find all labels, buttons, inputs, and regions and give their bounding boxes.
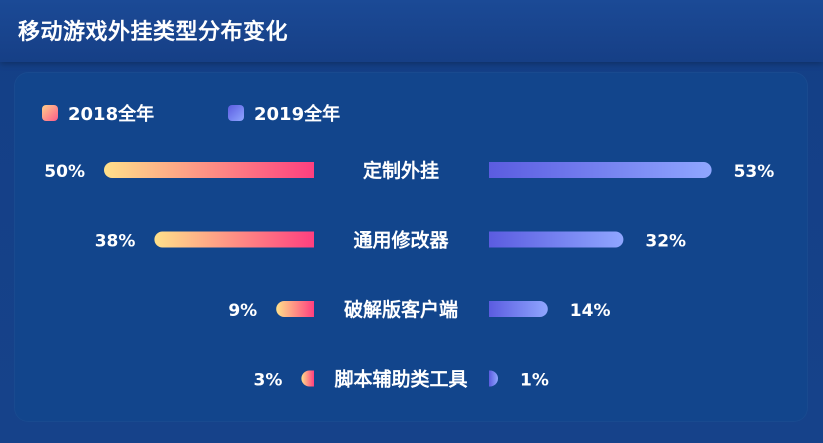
data-label-2018: 38%: [95, 232, 136, 252]
title-bar: [0, 0, 823, 62]
category-label: 脚本辅助类工具: [334, 368, 467, 391]
legend-item-2019[interactable]: 2019全年: [228, 101, 340, 125]
data-label-2019: 32%: [645, 232, 686, 252]
category-label: 定制外挂: [363, 159, 439, 182]
bar-2018[interactable]: [276, 301, 314, 317]
legend-item-2018[interactable]: 2018全年: [42, 101, 154, 125]
legend-label-2019: 2019全年: [254, 104, 341, 125]
legend-swatch-2018: [42, 105, 58, 121]
bar-2019[interactable]: [489, 162, 712, 178]
category-label: 破解版客户端: [344, 298, 458, 321]
legend-label-2018: 2018全年: [68, 104, 155, 125]
bar-2019[interactable]: [489, 370, 498, 387]
chart-panel: [14, 72, 808, 422]
data-label-2019: 1%: [520, 371, 549, 391]
data-label-2018: 9%: [228, 301, 257, 321]
bar-2019[interactable]: [489, 231, 624, 248]
bar-2018[interactable]: [301, 370, 314, 387]
bar-2018[interactable]: [154, 231, 314, 248]
data-label-2019: 53%: [734, 162, 775, 182]
category-label: 通用修改器: [353, 229, 449, 252]
page-title: 移动游戏外挂类型分布变化: [18, 20, 289, 45]
data-label-2018: 3%: [254, 371, 283, 391]
legend-swatch-2019: [228, 105, 244, 121]
data-label-2019: 14%: [570, 301, 611, 321]
bar-2018[interactable]: [104, 162, 314, 178]
data-label-2018: 50%: [44, 162, 85, 182]
bar-2019[interactable]: [489, 301, 548, 317]
